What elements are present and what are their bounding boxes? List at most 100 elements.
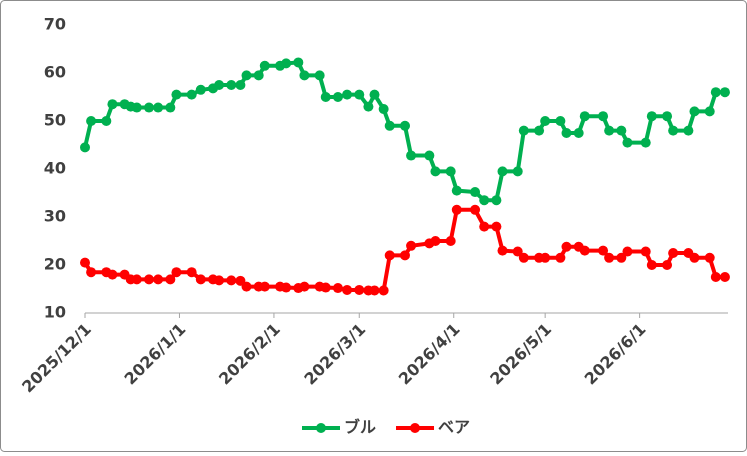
data-point (479, 195, 490, 206)
data-point (491, 221, 502, 232)
data-point (369, 285, 380, 296)
data-point (604, 252, 615, 263)
series-line (83, 207, 725, 293)
data-point (143, 274, 154, 285)
data-point (497, 245, 508, 256)
data-point (235, 80, 246, 90)
data-point (226, 275, 237, 286)
data-point (719, 272, 730, 282)
data-point (704, 252, 715, 263)
data-point (512, 246, 523, 257)
data-point (640, 246, 651, 257)
data-point (479, 221, 490, 232)
data-point (579, 111, 590, 122)
data-point (598, 111, 609, 122)
data-point (518, 125, 529, 136)
data-point (540, 252, 551, 263)
data-point (540, 116, 551, 126)
data-point (406, 150, 417, 161)
data-point (497, 166, 508, 177)
data-point (363, 101, 374, 112)
legend-marker (316, 423, 326, 433)
data-point (616, 125, 627, 136)
data-point (710, 272, 721, 282)
data-point (555, 252, 566, 263)
data-point (579, 245, 590, 256)
data-point (171, 89, 182, 100)
data-point (430, 166, 441, 177)
data-point (561, 241, 572, 252)
data-point (259, 60, 270, 71)
y-tick-label: 70 (44, 15, 66, 34)
data-point (226, 80, 237, 90)
y-tick-label: 10 (44, 303, 66, 322)
data-point (320, 92, 331, 102)
data-point (662, 260, 673, 270)
legend-label: ベア (438, 418, 470, 437)
data-point (616, 252, 627, 263)
data-point (299, 70, 310, 81)
series-line (83, 60, 725, 203)
legend-label: ブル (344, 418, 376, 437)
data-point (683, 125, 694, 136)
data-point (384, 250, 395, 261)
data-point (153, 274, 164, 285)
data-point (424, 150, 435, 161)
data-point (668, 125, 679, 136)
data-point (354, 89, 365, 100)
data-point (384, 120, 395, 131)
data-point (399, 250, 410, 261)
data-point (86, 267, 97, 278)
data-point (512, 166, 523, 177)
data-point (704, 106, 715, 117)
data-point (710, 87, 721, 98)
data-point (369, 89, 380, 100)
data-point (451, 185, 462, 196)
data-point (101, 116, 112, 126)
data-point (195, 274, 206, 285)
data-point (561, 128, 572, 138)
data-point (445, 236, 456, 246)
data-point (354, 284, 365, 295)
data-point (332, 92, 343, 102)
data-point (186, 267, 197, 278)
data-point (107, 269, 118, 280)
data-point (662, 111, 673, 122)
data-point (171, 267, 182, 278)
data-point (253, 70, 264, 81)
data-point (491, 195, 502, 206)
data-point (668, 248, 679, 258)
data-point (451, 204, 462, 215)
data-point (640, 137, 651, 148)
data-point (131, 102, 142, 113)
data-point (378, 285, 389, 296)
data-point (195, 84, 206, 95)
data-point (573, 128, 584, 138)
data-point (555, 116, 566, 126)
data-point (241, 281, 252, 292)
data-point (342, 284, 353, 295)
y-tick-label: 20 (44, 255, 66, 274)
legend-item: ブル (302, 418, 376, 437)
data-point (153, 102, 164, 113)
data-point (378, 104, 389, 114)
data-point (689, 252, 700, 263)
data-point (214, 80, 225, 90)
legend-item: ベア (396, 418, 470, 437)
data-point (165, 274, 176, 285)
data-point (143, 102, 154, 113)
legend-marker (410, 423, 421, 433)
data-point (622, 137, 633, 148)
data-point (534, 125, 545, 136)
data-point (314, 70, 325, 81)
data-point (430, 236, 441, 246)
data-point (445, 166, 456, 177)
data-point (259, 281, 270, 292)
data-point (80, 142, 90, 153)
data-point (719, 87, 730, 98)
data-point (165, 102, 176, 113)
data-point (604, 125, 615, 136)
data-point (518, 252, 529, 263)
